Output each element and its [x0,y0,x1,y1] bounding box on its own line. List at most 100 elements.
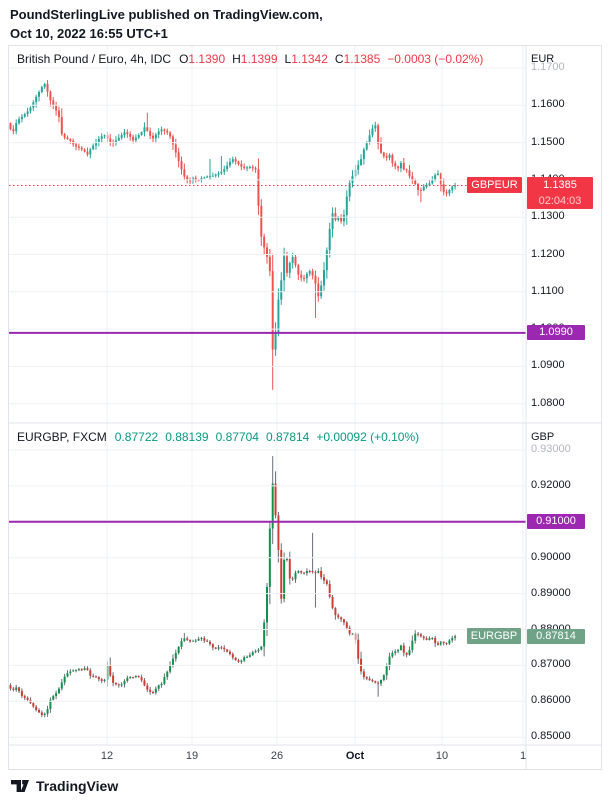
price-tick-label[interactable]: 0.87000 [531,658,571,671]
candle-body [15,123,18,132]
price-tick-label[interactable]: 0.90000 [531,550,571,563]
candle-body [311,271,314,276]
candle-body [18,119,21,124]
candle-body [117,684,120,686]
price-tick-label[interactable]: 1.1300 [531,210,565,223]
candle-body [442,641,445,644]
candle-body [283,256,286,281]
ohlc-value: 0.87722 [114,430,159,444]
candle-body [380,143,382,153]
candle-body [149,130,152,136]
candle-body [297,571,300,573]
plot-area[interactable] [9,80,457,718]
candle-body [209,641,211,645]
candle-body [439,641,442,645]
time-tick-label[interactable]: 12 [100,750,114,762]
ohlc-value: 1.1385 [343,52,381,66]
price-tick-label[interactable]: 0.85000 [531,730,571,743]
candles-layer [9,456,457,718]
candle-body [29,107,32,112]
candle-body [340,217,343,222]
candle-body [425,638,428,640]
candle-body [231,159,234,162]
candle-body [60,682,63,689]
candle-body [283,559,286,599]
candle-body [120,135,123,138]
tradingview-branding[interactable]: TradingView [10,775,118,797]
candle-body [391,154,394,164]
candle-body [171,136,174,145]
candle-body [149,689,152,692]
candle-body [92,675,95,677]
last-price-value: 1.1385 [543,178,577,191]
candle-body [152,691,154,693]
candle-body [186,638,189,640]
candle-body [52,100,55,106]
candle-body [92,145,95,150]
candle-body [445,191,448,194]
ohlc-value: 1.1390 [188,52,226,66]
candle-body [248,655,251,657]
gbpeur-price-tag[interactable]: GBPEUR [467,177,522,194]
candle-body [126,132,129,134]
candle-body [143,680,146,686]
price-tick-label[interactable]: 1.0800 [531,396,565,409]
price-tick-label[interactable]: 1.1100 [531,284,564,297]
time-tick-label[interactable]: Oct [345,750,365,762]
candle-body [163,129,166,131]
eurgbp-resistance-line-label[interactable]: 0.91000 [527,514,585,530]
attribution-line: PoundSterlingLive published on TradingVi… [10,7,323,22]
candle-body [437,643,439,645]
candle-body [95,142,97,146]
candle-body [152,135,154,139]
price-tick-label[interactable]: 0.93000 [531,443,571,455]
price-tick-label[interactable]: 1.1500 [531,135,565,148]
candle-body [291,578,294,580]
time-tick-label[interactable]: 19 [185,750,199,762]
symbol-title: EURGBP, FXCM [17,430,107,444]
candle-body [260,646,263,650]
candle-body [200,638,203,640]
candle-body [214,647,217,649]
candle-body [411,176,414,181]
candle-body [177,152,180,161]
candle-body [294,572,297,580]
candle-body [40,712,43,716]
candle-body [89,149,92,155]
time-tick-label[interactable]: 1 [519,750,527,762]
bar-countdown: 02:04:03 [538,194,582,207]
price-tick-label[interactable]: 1.0900 [531,359,565,372]
candle-body [348,627,351,634]
price-tick-label[interactable]: 0.86000 [531,694,571,707]
gbpeur-support-line-label[interactable]: 1.0990 [527,325,585,341]
candle-body [240,660,243,662]
eurgbp-price-tag[interactable]: EURGBP [467,628,521,645]
candle-body [194,177,197,181]
price-tick-label[interactable]: 1.1600 [531,98,565,111]
candle-body [66,137,69,140]
price-tick-label[interactable]: 0.92000 [531,478,571,491]
candle-body [43,83,46,88]
candle-body [451,186,454,191]
candle-body [408,170,411,177]
candle-body [20,690,23,697]
price-tick-label[interactable]: 1.1200 [531,247,565,260]
candle-body [277,299,280,332]
candle-body [434,174,437,180]
candle-body [12,688,15,690]
candle-body [328,228,331,251]
candle-body [240,164,243,167]
candle-body [140,132,143,136]
price-tick-label[interactable]: 1.1700 [531,61,565,73]
timestamp-line: Oct 10, 2022 16:55 UTC+1 [10,26,168,41]
price-tick-label[interactable]: 0.89000 [531,586,571,599]
eurgbp-last-price-label[interactable]: 0.87814 [527,628,585,644]
gbpeur-last-price-label[interactable]: 1.1385 02:04:03 [527,176,593,209]
candle-body [217,647,220,649]
candle-body [32,703,35,707]
time-tick-label[interactable]: 10 [435,750,449,762]
candle-body [66,673,69,677]
candle-body [288,262,291,273]
time-tick-label[interactable]: 26 [270,750,284,762]
